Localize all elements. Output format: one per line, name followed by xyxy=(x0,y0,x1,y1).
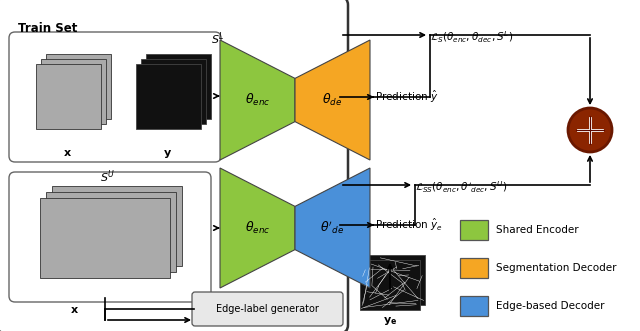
Text: Shared Encoder: Shared Encoder xyxy=(496,225,579,235)
Text: $\theta_{de}$: $\theta_{de}$ xyxy=(323,92,342,108)
FancyBboxPatch shape xyxy=(52,186,182,266)
Polygon shape xyxy=(295,40,370,160)
Text: $\mathcal{L}_S(\theta_{enc}, \theta_{dec}, S^L)$: $\mathcal{L}_S(\theta_{enc}, \theta_{dec… xyxy=(430,30,513,45)
Circle shape xyxy=(568,108,612,152)
Text: $\theta'_{de}$: $\theta'_{de}$ xyxy=(321,220,344,236)
FancyBboxPatch shape xyxy=(460,258,488,278)
Text: $\mathcal{L}_{SS}(\theta_{enc}, \theta'_{dec}, S^U)$: $\mathcal{L}_{SS}(\theta_{enc}, \theta'_… xyxy=(415,180,507,195)
Polygon shape xyxy=(220,168,295,288)
Text: $\mathbf{y}$: $\mathbf{y}$ xyxy=(163,148,173,160)
Text: Edge-based Decoder: Edge-based Decoder xyxy=(496,301,605,311)
FancyBboxPatch shape xyxy=(141,59,205,123)
FancyBboxPatch shape xyxy=(136,64,200,128)
Polygon shape xyxy=(295,168,370,288)
Text: Edge-label generator: Edge-label generator xyxy=(216,304,319,314)
Text: $S^L$: $S^L$ xyxy=(211,30,225,47)
FancyBboxPatch shape xyxy=(40,198,170,278)
FancyBboxPatch shape xyxy=(35,64,100,128)
FancyBboxPatch shape xyxy=(46,192,176,272)
FancyBboxPatch shape xyxy=(145,54,211,118)
FancyBboxPatch shape xyxy=(365,255,425,305)
Text: $\theta_{enc}$: $\theta_{enc}$ xyxy=(245,220,270,236)
FancyBboxPatch shape xyxy=(0,0,348,331)
FancyBboxPatch shape xyxy=(460,220,488,240)
Text: $\mathbf{y_e}$: $\mathbf{y_e}$ xyxy=(383,315,397,327)
Text: Prediction $\hat{y}$: Prediction $\hat{y}$ xyxy=(375,89,438,105)
Text: $S^U$: $S^U$ xyxy=(100,168,116,185)
Text: Train Set: Train Set xyxy=(18,22,77,35)
FancyBboxPatch shape xyxy=(192,292,343,326)
Text: Prediction $\hat{y}_e$: Prediction $\hat{y}_e$ xyxy=(375,217,443,233)
FancyBboxPatch shape xyxy=(9,172,211,302)
FancyBboxPatch shape xyxy=(460,296,488,316)
FancyBboxPatch shape xyxy=(40,59,106,123)
Text: $\mathbf{x}$: $\mathbf{x}$ xyxy=(63,148,72,158)
FancyBboxPatch shape xyxy=(9,32,221,162)
FancyBboxPatch shape xyxy=(45,54,111,118)
Text: $\mathbf{x}$: $\mathbf{x}$ xyxy=(70,305,79,315)
Text: Segmentation Decoder: Segmentation Decoder xyxy=(496,263,616,273)
Text: $\theta_{enc}$: $\theta_{enc}$ xyxy=(245,92,270,108)
FancyBboxPatch shape xyxy=(360,260,420,310)
Polygon shape xyxy=(220,40,295,160)
